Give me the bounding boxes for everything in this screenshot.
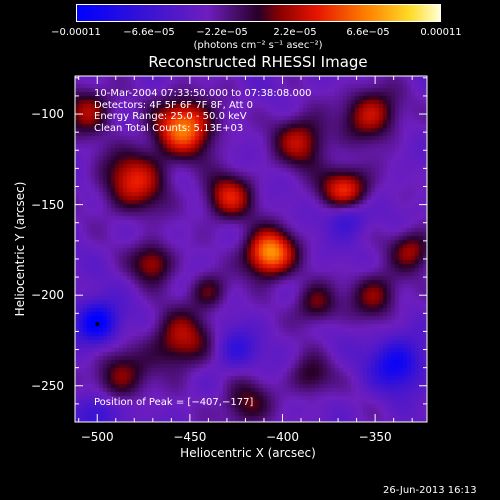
- y-tick-label: −100: [31, 107, 64, 122]
- rhessi-image: [75, 76, 427, 422]
- colorbar-tick-label: −2.2e−05: [196, 27, 248, 38]
- info-line: Detectors: 4F 5F 6F 7F 8F, Att 0: [94, 99, 254, 111]
- colorbar-gradient: [76, 4, 441, 22]
- y-axis-label: Heliocentric Y (arcsec): [13, 181, 27, 317]
- x-tick-label: −400: [266, 430, 299, 444]
- y-tick-label: −250: [31, 378, 64, 393]
- x-tick-label: −500: [80, 430, 114, 444]
- plot-frame: [74, 75, 428, 423]
- y-tick-label: −150: [31, 197, 64, 212]
- colorbar-tick-label: −6.6e−05: [123, 27, 175, 38]
- min-marker: [95, 322, 100, 327]
- info-line: Energy Range: 25.0 - 50.0 keV: [94, 111, 247, 122]
- info-line: 10-Mar-2004 07:33:50.000 to 07:38:08.000: [94, 88, 312, 99]
- x-tick-label: −350: [358, 430, 392, 444]
- colorbar-tick-label: 2.2e−05: [273, 27, 317, 38]
- y-tick-label: −200: [31, 288, 64, 303]
- footer-date: 26-Jun-2013 16:13: [383, 485, 477, 496]
- x-tick-label: −450: [173, 430, 207, 444]
- info-line: Clean Total Counts: 5.13E+03: [94, 122, 244, 134]
- peak-position-label: Position of Peak = [−407,−177]: [94, 397, 254, 408]
- colorbar-tick-label: −0.00011: [51, 27, 101, 38]
- x-axis-label: Heliocentric X (arcsec): [180, 446, 316, 460]
- colorbar-tick-label: 0.00011: [420, 27, 462, 38]
- colorbar-label: (photons cm⁻² s⁻¹ asec⁻²): [193, 40, 323, 51]
- chart-title: Reconstructed RHESSI Image: [148, 53, 368, 71]
- colorbar-tick-label: 6.6e−05: [346, 27, 390, 38]
